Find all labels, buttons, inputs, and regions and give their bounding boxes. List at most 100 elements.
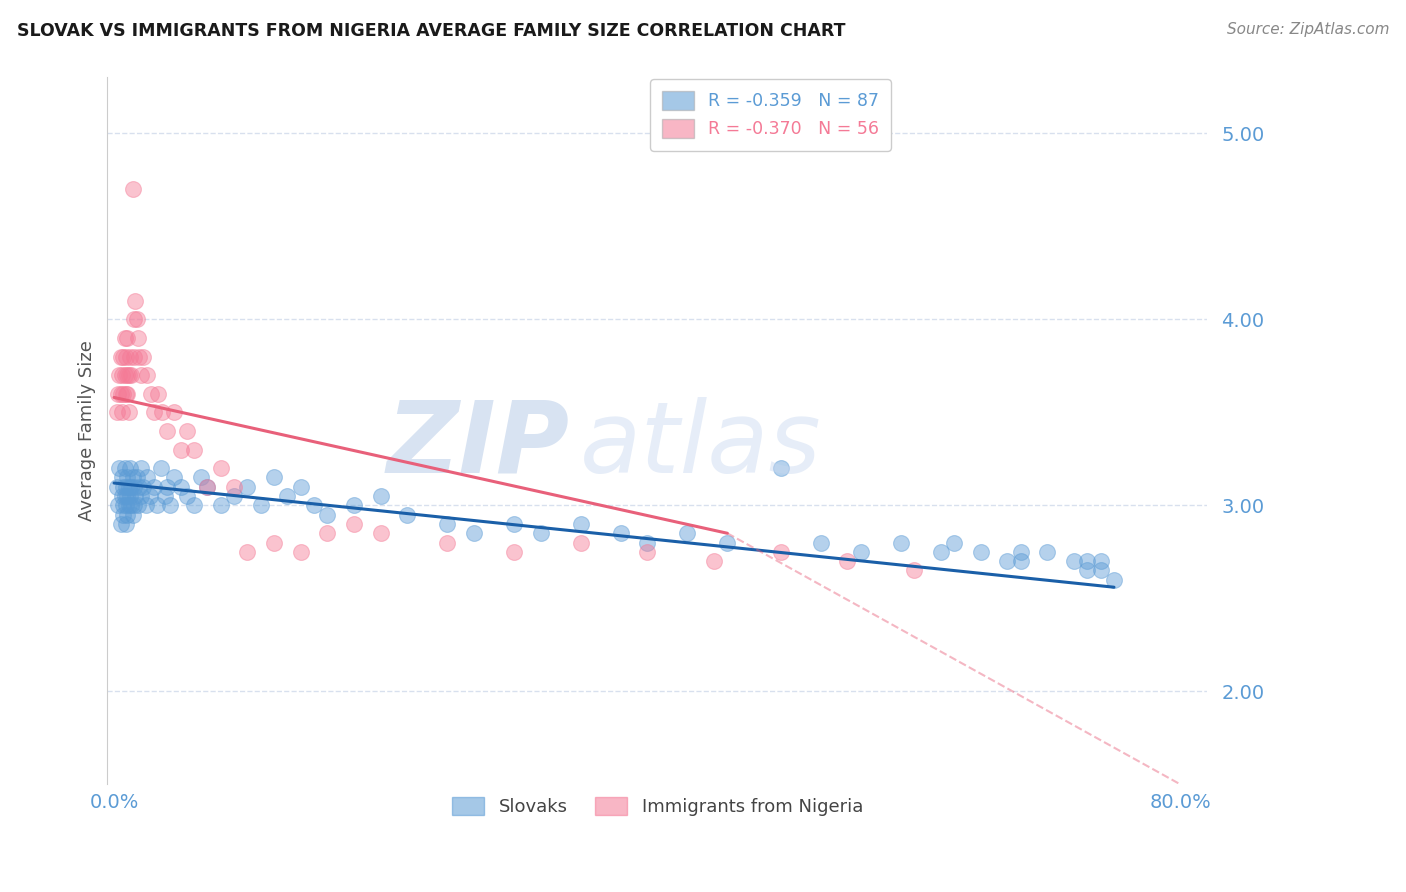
Point [129,489,152,503]
Point [183,499,205,513]
Point [530,526,553,541]
Point [222,480,245,494]
Point [159,499,181,513]
Point [121,182,143,196]
Point [108,368,131,383]
Point [769,545,792,559]
Point [153,489,176,503]
Point [122,312,145,326]
Point [110,350,132,364]
Point [118,499,141,513]
Point [716,535,738,549]
Point [183,442,205,457]
Point [124,293,146,308]
Point [190,470,212,484]
Point [810,535,832,549]
Point [118,489,141,503]
Point [943,535,966,549]
Point [1090,554,1112,568]
Point [150,405,173,419]
Point [117,470,139,484]
Point [122,350,145,364]
Point [569,516,592,531]
Point [115,386,138,401]
Point [1063,554,1085,568]
Point [436,516,458,531]
Point [120,480,142,494]
Point [1076,554,1098,568]
Point [114,489,136,503]
Point [170,480,193,494]
Point [1010,545,1032,559]
Point [112,386,135,401]
Point [114,368,136,383]
Point [995,554,1018,568]
Point [118,461,141,475]
Point [127,499,149,513]
Point [236,545,259,559]
Point [128,350,150,364]
Point [609,526,631,541]
Point [105,405,128,419]
Point [276,489,298,503]
Point [136,470,159,484]
Point [111,368,134,383]
Point [120,368,142,383]
Point [302,499,325,513]
Point [1090,564,1112,578]
Point [222,489,245,503]
Point [114,461,136,475]
Point [769,461,792,475]
Point [503,545,526,559]
Point [343,516,366,531]
Point [569,535,592,549]
Point [929,545,952,559]
Legend: Slovaks, Immigrants from Nigeria: Slovaks, Immigrants from Nigeria [443,788,872,825]
Point [117,508,139,522]
Point [849,545,872,559]
Point [290,480,312,494]
Point [149,461,172,475]
Point [110,516,132,531]
Text: atlas: atlas [581,397,823,493]
Y-axis label: Average Family Size: Average Family Size [79,341,96,521]
Point [120,499,142,513]
Point [112,480,135,494]
Point [503,516,526,531]
Point [122,499,145,513]
Point [136,368,159,383]
Point [132,480,155,494]
Point [176,424,198,438]
Point [316,508,339,522]
Point [156,424,179,438]
Point [163,405,186,419]
Point [117,331,139,345]
Point [156,480,179,494]
Point [209,461,232,475]
Point [117,386,139,401]
Point [111,470,134,484]
Point [125,312,148,326]
Point [143,480,166,494]
Text: Source: ZipAtlas.com: Source: ZipAtlas.com [1226,22,1389,37]
Point [343,499,366,513]
Point [121,470,143,484]
Point [1076,564,1098,578]
Point [129,461,152,475]
Point [176,489,198,503]
Point [903,564,925,578]
Point [463,526,485,541]
Point [290,545,312,559]
Point [1102,573,1125,587]
Point [249,499,271,513]
Point [676,526,699,541]
Point [118,480,141,494]
Point [195,480,218,494]
Point [141,386,163,401]
Point [125,470,148,484]
Point [145,499,167,513]
Point [132,350,155,364]
Point [129,368,152,383]
Point [117,489,139,503]
Point [107,386,129,401]
